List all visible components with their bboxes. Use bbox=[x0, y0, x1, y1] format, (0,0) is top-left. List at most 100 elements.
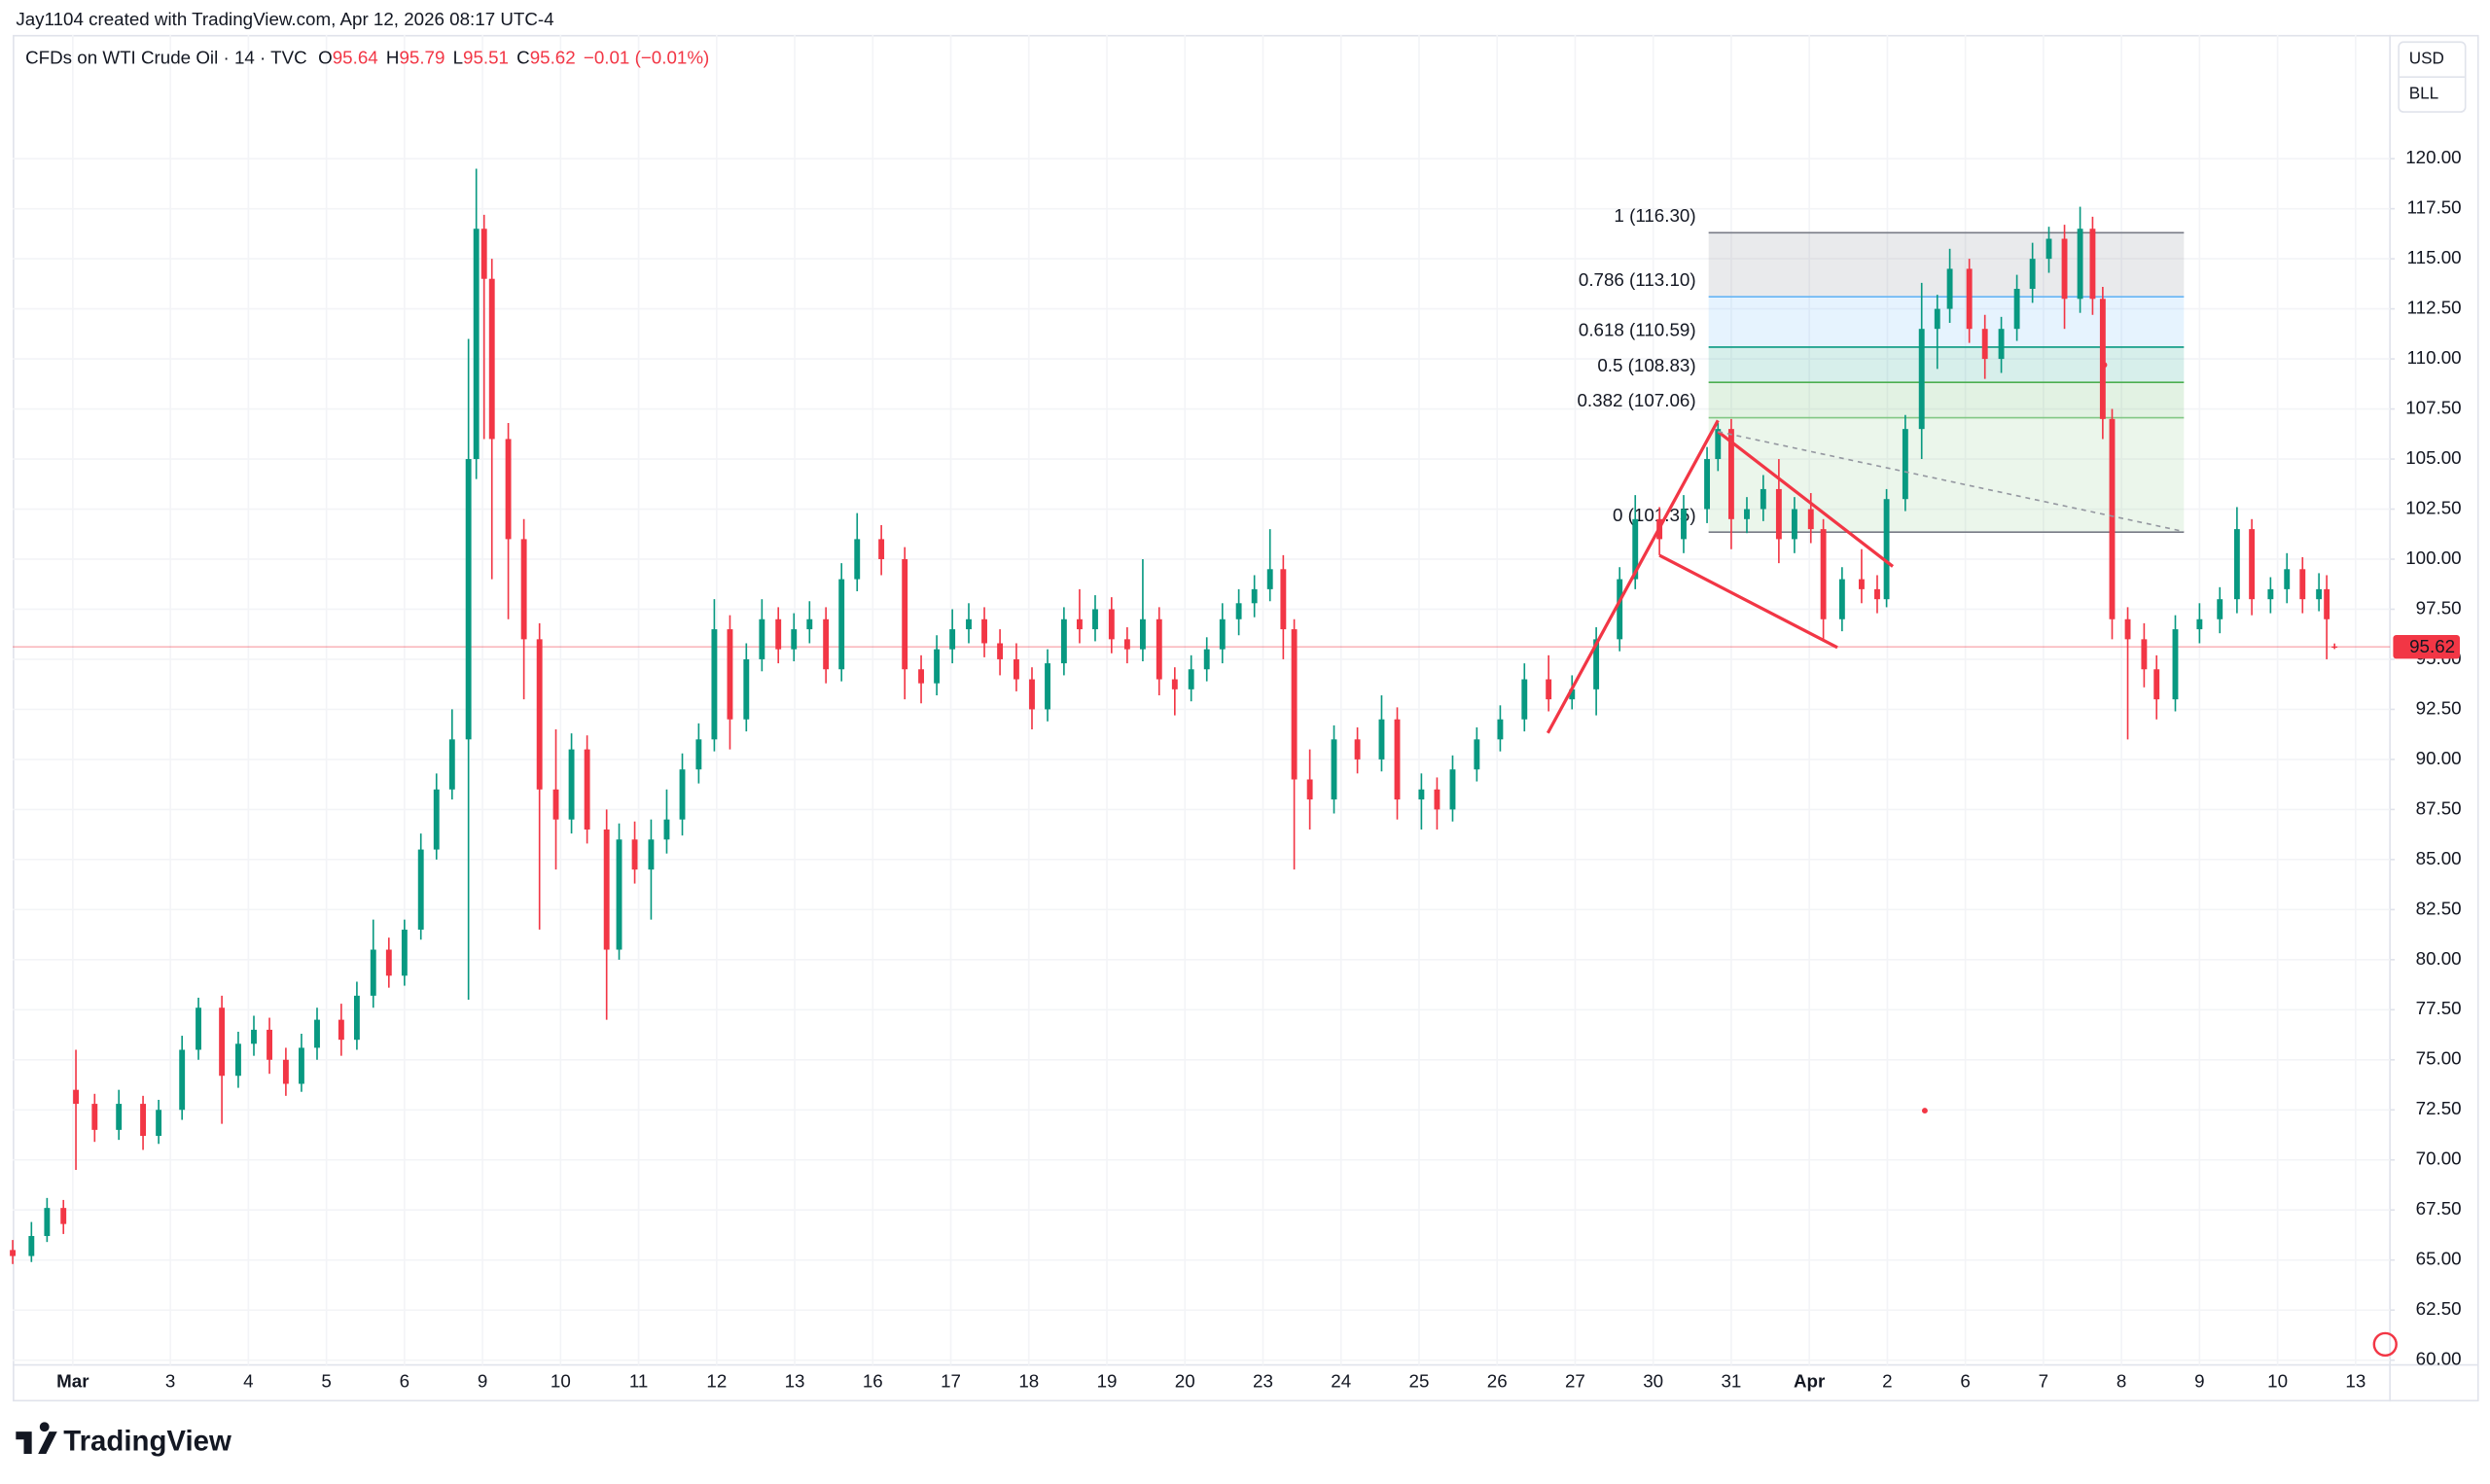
x-tick-label: 26 bbox=[1487, 1371, 1508, 1392]
trend-line bbox=[1717, 430, 1895, 568]
candle-body bbox=[902, 558, 908, 670]
candle-body bbox=[1617, 579, 1623, 640]
candle-body bbox=[648, 839, 655, 870]
candle-body bbox=[1029, 679, 1035, 710]
symbol: CFDs on WTI Crude Oil · 14 · TVC bbox=[25, 47, 307, 67]
ohlc-value: 95.51 bbox=[463, 47, 509, 67]
unit-box[interactable]: USD BLL bbox=[2398, 41, 2467, 113]
fib-label: 0.5 (108.83) bbox=[1597, 355, 1695, 375]
candle-body bbox=[775, 618, 782, 650]
candle-body bbox=[314, 1019, 320, 1048]
x-tick-label: 31 bbox=[1721, 1371, 1741, 1392]
candle-body bbox=[60, 1208, 67, 1224]
unit: BLL bbox=[2409, 84, 2438, 103]
candle-body bbox=[448, 739, 455, 790]
candle-body bbox=[997, 643, 1004, 659]
candle-body bbox=[385, 949, 392, 976]
y-tick-label: 90.00 bbox=[2416, 748, 2462, 768]
candle-body bbox=[1203, 649, 1210, 670]
y-tick-label: 85.00 bbox=[2416, 848, 2462, 868]
candle-body bbox=[10, 1250, 16, 1256]
x-tick-label: 2 bbox=[1882, 1371, 1892, 1392]
y-tick-label: 72.50 bbox=[2416, 1098, 2462, 1118]
x-tick-label: 20 bbox=[1175, 1371, 1195, 1392]
candle-body bbox=[267, 1029, 272, 1060]
candle-body bbox=[1060, 618, 1067, 664]
candle-body bbox=[806, 618, 813, 630]
y-tick-label: 115.00 bbox=[2407, 247, 2462, 267]
icon-ring bbox=[2372, 1331, 2398, 1358]
candle-body bbox=[196, 1007, 201, 1050]
candle-body bbox=[1807, 509, 1814, 530]
candle-body bbox=[1715, 429, 1722, 460]
candle-body bbox=[1354, 739, 1361, 760]
candle-body bbox=[1681, 509, 1687, 540]
candle-body bbox=[1188, 669, 1194, 689]
candle-body bbox=[552, 789, 559, 820]
ohlc-letter: L bbox=[453, 47, 463, 67]
candle-body bbox=[1497, 719, 1504, 740]
last-price-box bbox=[2393, 634, 2460, 659]
candle-body bbox=[981, 618, 987, 644]
candle-body bbox=[28, 1235, 35, 1256]
frame bbox=[13, 34, 2479, 1402]
y-tick-label: 100.00 bbox=[2405, 548, 2461, 568]
candle-body bbox=[417, 849, 424, 930]
brand: TradingView bbox=[63, 1425, 231, 1457]
x-tick-label: 4 bbox=[243, 1371, 253, 1392]
ohlc-value: 95.79 bbox=[399, 47, 445, 67]
x-tick-label: 11 bbox=[629, 1371, 648, 1392]
chart-settings-icon[interactable] bbox=[2372, 1331, 2398, 1358]
candle-body bbox=[520, 539, 527, 640]
y-tick-label: 102.50 bbox=[2405, 497, 2461, 517]
candle-body bbox=[1998, 329, 2005, 360]
candle-body bbox=[473, 229, 480, 460]
candle-body bbox=[1883, 499, 1890, 600]
candle-body bbox=[353, 995, 360, 1041]
candle-body bbox=[2324, 588, 2330, 619]
y-tick-label: 75.00 bbox=[2416, 1048, 2462, 1069]
candle-body bbox=[2196, 618, 2203, 630]
candle-body bbox=[854, 539, 861, 580]
candle-body bbox=[918, 669, 924, 684]
candle-body bbox=[1013, 658, 1019, 680]
candle-body bbox=[370, 949, 376, 996]
credit: Jay1104 created with TradingView.com, Ap… bbox=[16, 9, 553, 29]
x-tick-label: 19 bbox=[1097, 1371, 1118, 1392]
fib-label: 1 (116.30) bbox=[1614, 205, 1695, 226]
candle-body bbox=[1946, 268, 1953, 309]
candle-body bbox=[44, 1208, 51, 1236]
candle-body bbox=[2013, 289, 2020, 330]
x-tick-label: 12 bbox=[706, 1371, 727, 1392]
x-tick-label: 25 bbox=[1409, 1371, 1430, 1392]
x-tick-label: 13 bbox=[2345, 1371, 2366, 1392]
candle-body bbox=[140, 1104, 146, 1137]
x-tick-label: 16 bbox=[863, 1371, 883, 1392]
legend: CFDs on WTI Crude Oil · 14 · TVC O95.64 H9… bbox=[25, 47, 709, 67]
y-tick-label: 120.00 bbox=[2405, 147, 2461, 167]
fib-band bbox=[1708, 417, 2185, 533]
candle-body bbox=[251, 1029, 257, 1044]
candle-body bbox=[1108, 609, 1115, 640]
candle-body bbox=[1760, 488, 1766, 510]
candle-body bbox=[727, 629, 733, 720]
candle-body bbox=[1418, 789, 1425, 800]
x-tick-label: 18 bbox=[1018, 1371, 1039, 1392]
candle-body bbox=[823, 618, 830, 670]
candle-body bbox=[1521, 679, 1528, 720]
fib-label: 0.382 (107.06) bbox=[1577, 390, 1695, 410]
candle-body bbox=[966, 618, 972, 630]
candle-body bbox=[433, 789, 440, 850]
candle-body bbox=[1791, 509, 1797, 540]
candle-body bbox=[838, 579, 845, 670]
x-tick-label: 10 bbox=[2267, 1371, 2288, 1392]
candle-body bbox=[2061, 238, 2068, 300]
candle-body bbox=[1306, 779, 1313, 800]
marker bbox=[1921, 1108, 1928, 1114]
candle-body bbox=[2284, 569, 2291, 589]
candle-body bbox=[1434, 789, 1441, 810]
candle-body bbox=[1449, 769, 1456, 810]
candle-body bbox=[235, 1043, 241, 1077]
candle-body bbox=[1727, 429, 1734, 519]
x-tick-label: 30 bbox=[1643, 1371, 1663, 1392]
